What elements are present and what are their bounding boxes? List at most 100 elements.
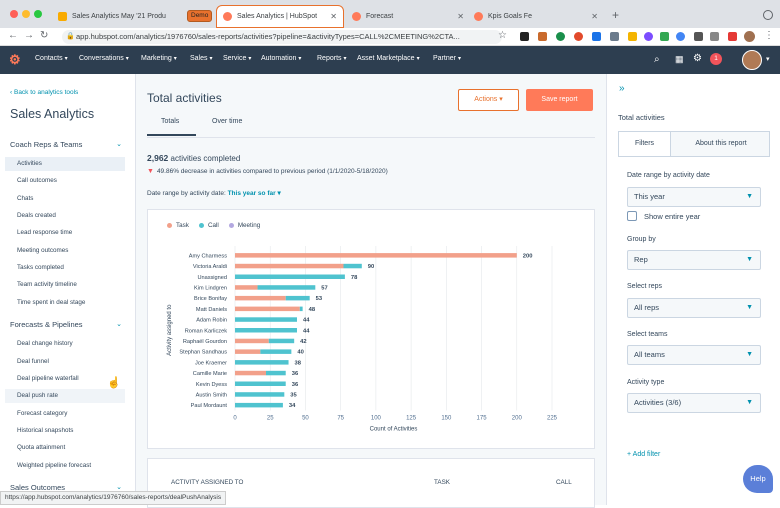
forward-arrow-icon[interactable]: →: [24, 30, 34, 41]
y-category-label: Kevin Dyess: [196, 382, 227, 388]
activity-type-select[interactable]: Activities (3/6) ▼: [627, 393, 761, 413]
browser-tab-slides[interactable]: Sales Analytics May '21 Produ: [52, 6, 182, 26]
y-category-label: Paul Mordaunt: [191, 403, 228, 409]
legend-meeting[interactable]: Meeting: [228, 222, 260, 229]
tab-search-icon[interactable]: [763, 10, 773, 20]
nav-contacts[interactable]: Contacts ▾: [35, 55, 68, 62]
nav-automation[interactable]: Automation ▾: [261, 55, 302, 62]
nav-sales[interactable]: Sales ▾: [190, 55, 213, 62]
section-forecasts-pipelines[interactable]: Forecasts & Pipelines ⌄: [10, 320, 122, 329]
browser-tab-kpis[interactable]: Kpis Goals Fe ✕: [468, 6, 604, 26]
extension-icon[interactable]: [728, 32, 737, 41]
group-by-select[interactable]: Rep ▼: [627, 250, 761, 270]
extension-icon[interactable]: [660, 32, 669, 41]
extension-grammarly-icon[interactable]: [556, 32, 565, 41]
nav-asset-marketplace[interactable]: Asset Marketplace ▾: [357, 55, 420, 62]
notifications-badge[interactable]: 1: [710, 53, 722, 65]
hubspot-logo-icon[interactable]: ⚙: [9, 52, 21, 67]
nav-reports[interactable]: Reports ▾: [317, 55, 347, 62]
extension-icon[interactable]: [628, 32, 637, 41]
extension-icon[interactable]: [610, 32, 619, 41]
collapse-panel-icon[interactable]: »: [619, 83, 625, 94]
marketplace-icon[interactable]: ▦: [675, 54, 684, 64]
sidebar-item-forecast-category[interactable]: Forecast category: [17, 410, 68, 417]
select-reps-select[interactable]: All reps ▼: [627, 298, 761, 318]
extension-icon[interactable]: [676, 32, 685, 41]
demo-badge[interactable]: Demo: [187, 10, 213, 22]
select-teams-select[interactable]: All teams ▼: [627, 345, 761, 365]
sidebar-item-quota-attainment[interactable]: Quota attainment: [17, 444, 66, 451]
activities-count: 2,962: [147, 153, 169, 163]
address-bar-row: ← → ↻ 🔒 app.hubspot.com/analytics/197676…: [0, 28, 780, 46]
sidebar-item-meeting-outcomes[interactable]: Meeting outcomes: [17, 247, 69, 254]
extension-icon[interactable]: [694, 32, 703, 41]
sidebar-item-deal-change-history[interactable]: Deal change history: [17, 340, 73, 347]
close-window-dot[interactable]: [10, 10, 18, 18]
search-icon[interactable]: ⌕: [654, 54, 660, 65]
url-field[interactable]: 🔒 app.hubspot.com/analytics/1976760/sale…: [62, 30, 502, 44]
sidebar-item-deal-funnel[interactable]: Deal funnel: [17, 358, 49, 365]
date-range-dropdown[interactable]: This year so far ▾: [227, 190, 281, 197]
nav-partner[interactable]: Partner ▾: [433, 55, 461, 62]
puzzle-icon[interactable]: [710, 32, 719, 41]
show-entire-year-checkbox[interactable]: [627, 211, 637, 221]
extension-z-icon[interactable]: [520, 32, 529, 41]
profile-avatar[interactable]: [744, 31, 755, 42]
sidebar-item-time-in-deal-stage[interactable]: Time spent in deal stage: [17, 299, 86, 306]
sidebar-item-deal-pipeline-waterfall[interactable]: Deal pipeline waterfall: [17, 375, 79, 382]
sidebar-item-deals-created[interactable]: Deals created: [17, 212, 56, 219]
close-tab-icon[interactable]: ✕: [457, 11, 464, 21]
date-range-select[interactable]: This year ▼: [627, 187, 761, 207]
tab-totals[interactable]: Totals: [161, 118, 180, 125]
sidebar-item-lead-response-time[interactable]: Lead response time: [17, 229, 73, 236]
chevron-down-icon: ▾: [499, 96, 503, 103]
extension-icon[interactable]: [644, 32, 653, 41]
tab-filters[interactable]: Filters: [619, 132, 671, 156]
sidebar-item-weighted-pipeline-forecast[interactable]: Weighted pipeline forecast: [17, 462, 92, 469]
section-sales-outcomes[interactable]: Sales Outcomes ⌄: [10, 483, 122, 492]
save-report-button[interactable]: Save report: [526, 89, 593, 111]
add-filter-link[interactable]: + Add filter: [627, 451, 661, 458]
nav-service[interactable]: Service ▾: [223, 55, 252, 62]
table-header-task[interactable]: TASK: [434, 479, 450, 486]
section-coach-reps-teams[interactable]: Coach Reps & Teams ⌄: [10, 140, 122, 149]
sidebar-item-call-outcomes[interactable]: Call outcomes: [17, 177, 57, 184]
x-axis-title: Count of Activities: [370, 427, 418, 433]
help-button[interactable]: Help: [743, 465, 773, 493]
legend-call[interactable]: Call: [198, 222, 219, 229]
chevron-down-icon: ▾: [64, 56, 68, 62]
close-tab-icon[interactable]: ✕: [591, 11, 598, 21]
table-header-call[interactable]: CALL: [556, 479, 572, 486]
tab-about-report[interactable]: About this report: [695, 140, 747, 147]
sidebar-item-historical-snapshots[interactable]: Historical snapshots: [17, 427, 74, 434]
reload-icon[interactable]: ↻: [40, 30, 49, 41]
caret-down-icon: ▼: [746, 399, 753, 406]
tab-over-time[interactable]: Over time: [212, 118, 243, 125]
sidebar-item-deal-push-rate[interactable]: Deal push rate: [5, 389, 125, 403]
legend-task[interactable]: Task: [167, 222, 189, 229]
extension-icon[interactable]: [574, 32, 583, 41]
nav-conversations[interactable]: Conversations ▾: [79, 55, 129, 62]
settings-gear-icon[interactable]: ⚙: [693, 53, 702, 64]
browser-tab-forecast[interactable]: Forecast ✕: [346, 6, 470, 26]
nav-marketing[interactable]: Marketing ▾: [141, 55, 177, 62]
bookmark-star-icon[interactable]: ☆: [498, 30, 507, 41]
minimize-window-dot[interactable]: [22, 10, 30, 18]
new-tab-button[interactable]: +: [612, 8, 620, 22]
extension-icon[interactable]: [538, 32, 547, 41]
sidebar-item-chats[interactable]: Chats: [17, 195, 34, 202]
back-arrow-icon[interactable]: ←: [8, 30, 18, 41]
browser-tab-sales-analytics[interactable]: Sales Analytics | HubSpot ✕: [216, 5, 344, 28]
sidebar-item-activities[interactable]: Activities: [5, 157, 125, 171]
table-header-assigned[interactable]: ACTIVITY ASSIGNED TO: [171, 479, 244, 486]
sidebar-item-tasks-completed[interactable]: Tasks completed: [17, 264, 64, 271]
maximize-window-dot[interactable]: [34, 10, 42, 18]
actions-button[interactable]: Actions ▾: [458, 89, 519, 111]
extension-icon[interactable]: [592, 32, 601, 41]
back-to-analytics-link[interactable]: ‹ Back to analytics tools: [10, 89, 79, 96]
more-menu-icon[interactable]: ⋮: [764, 30, 774, 41]
close-tab-icon[interactable]: ✕: [330, 12, 337, 21]
sidebar-item-team-activity-timeline[interactable]: Team activity timeline: [17, 281, 77, 288]
chevron-down-icon[interactable]: ▾: [766, 56, 770, 63]
user-avatar[interactable]: [742, 50, 762, 70]
